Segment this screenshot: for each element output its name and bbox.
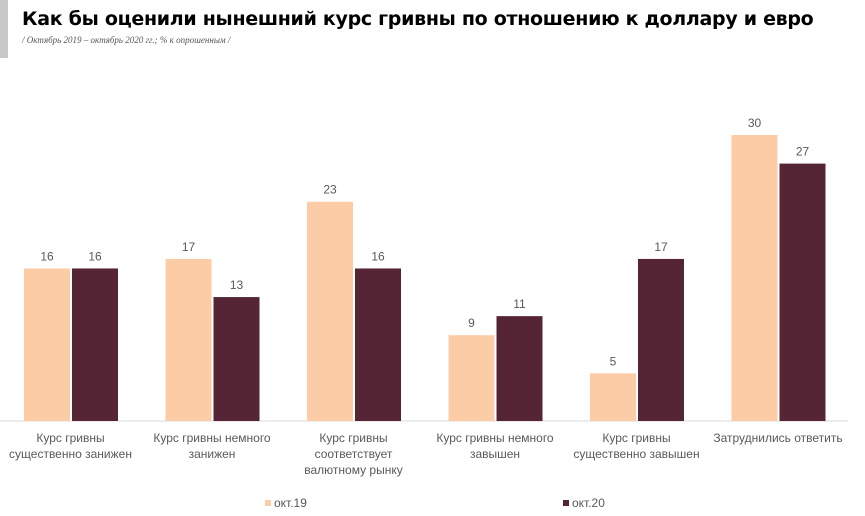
legend-label: окт.19	[274, 496, 307, 510]
chart-subtitle: / Октябрь 2019 – октябрь 2020 гг.; % к о…	[22, 35, 231, 45]
bar	[779, 163, 826, 421]
category-label: Курс гривны	[36, 431, 104, 445]
data-label: 23	[323, 183, 337, 197]
data-label: 17	[182, 240, 196, 254]
bar	[731, 135, 778, 421]
side-strip	[0, 0, 8, 58]
data-label: 16	[40, 249, 54, 263]
data-label: 16	[371, 249, 385, 263]
category-label: завышен	[470, 447, 520, 461]
legend-label: окт.20	[572, 496, 605, 510]
bar	[355, 268, 401, 421]
data-label: 17	[654, 240, 668, 254]
bar	[307, 201, 353, 421]
data-label: 5	[610, 354, 617, 368]
category-label: Курс гривны немного	[436, 431, 554, 445]
bar	[638, 258, 684, 421]
legend-swatch	[265, 500, 271, 506]
category-label: занижен	[189, 447, 236, 461]
data-label: 27	[796, 145, 810, 159]
category-label: Затруднились ответить	[713, 431, 842, 445]
bar	[72, 268, 118, 421]
legend-swatch	[563, 500, 569, 506]
data-label: 11	[513, 297, 526, 311]
legend-item-okt20: окт.20	[563, 496, 605, 510]
data-label: 30	[748, 116, 762, 130]
category-label: Курс гривны немного	[153, 431, 271, 445]
bar	[24, 268, 70, 421]
category-label: Курс гривны	[602, 431, 670, 445]
data-label: 9	[468, 316, 475, 330]
bar	[448, 335, 495, 421]
data-label: 16	[88, 249, 102, 263]
bar	[496, 316, 543, 421]
bar	[590, 373, 636, 421]
category-label: существенно завышен	[573, 447, 699, 461]
category-label: существенно занижен	[9, 447, 132, 461]
category-label: соответствует	[315, 447, 393, 461]
bar	[165, 258, 212, 421]
category-label: Курс гривны	[319, 431, 387, 445]
legend-item-okt19: окт.19	[265, 496, 307, 510]
data-label: 13	[230, 278, 244, 292]
category-label: валютному рынку	[304, 463, 402, 477]
chart-title: Как бы оценили нынешний курс гривны по о…	[22, 8, 814, 30]
bar	[213, 297, 260, 421]
